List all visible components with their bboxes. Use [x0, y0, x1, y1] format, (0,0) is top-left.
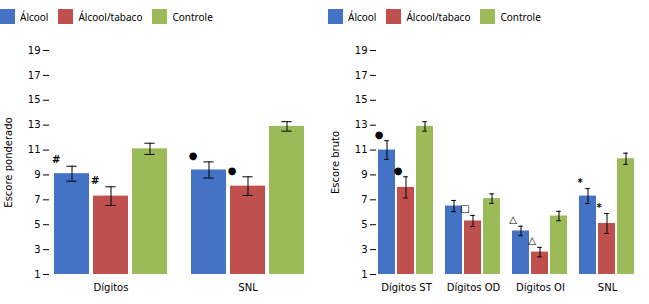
svg-text:●: ● [189, 150, 198, 161]
svg-text:19: 19 [28, 45, 41, 56]
svg-text:△: △ [509, 214, 517, 225]
svg-text:15: 15 [28, 94, 41, 105]
svg-text:15: 15 [355, 94, 368, 105]
svg-text:1: 1 [34, 269, 40, 280]
svg-text:SNL: SNL [238, 282, 258, 293]
svg-text:△: △ [528, 235, 536, 246]
svg-text:13: 13 [355, 119, 368, 130]
html-text:Controle: Controle [172, 9, 213, 24]
svg-text:7: 7 [361, 194, 367, 205]
svg-text:13: 13 [28, 119, 41, 130]
svg-text:3: 3 [34, 244, 40, 255]
svg-text:#: # [91, 175, 99, 186]
svg-text:●: ● [228, 165, 237, 176]
svg-text:11: 11 [355, 144, 368, 155]
svg-text:□: □ [460, 203, 469, 214]
svg-text:●: ● [375, 129, 384, 140]
svg-text:Dígitos: Dígitos [94, 282, 129, 293]
svg-text:*: * [577, 177, 583, 188]
svg-text:5: 5 [361, 219, 367, 230]
svg-text:Dígitos OD: Dígitos OD [447, 282, 501, 293]
svg-text:#: # [52, 154, 60, 165]
svg-text:5: 5 [34, 219, 40, 230]
svg-text:SNL: SNL [598, 282, 618, 293]
html-text:Álcool/tabaco: Álcool/tabaco [406, 9, 471, 24]
html-text:Álcool: Álcool [348, 9, 377, 24]
svg-text:Escore bruto: Escore bruto [330, 131, 341, 194]
svg-text:17: 17 [28, 70, 41, 81]
svg-text:9: 9 [34, 169, 40, 180]
svg-text:Dígitos OI: Dígitos OI [516, 282, 565, 293]
svg-text:*: * [596, 202, 602, 213]
svg-text:7: 7 [34, 194, 40, 205]
html-text:Álcool: Álcool [20, 9, 49, 24]
html-text:Controle: Controle [500, 9, 541, 24]
svg-text:9: 9 [361, 169, 367, 180]
svg-text:Escore ponderado: Escore ponderado [3, 117, 14, 207]
svg-text:17: 17 [355, 70, 368, 81]
svg-text:●: ● [394, 165, 403, 176]
html-text:Álcool/tabaco: Álcool/tabaco [78, 9, 143, 24]
svg-text:3: 3 [361, 244, 367, 255]
svg-text:1: 1 [361, 269, 367, 280]
svg-text:19: 19 [355, 45, 368, 56]
svg-text:Dígitos ST: Dígitos ST [381, 282, 432, 293]
svg-text:11: 11 [28, 144, 41, 155]
